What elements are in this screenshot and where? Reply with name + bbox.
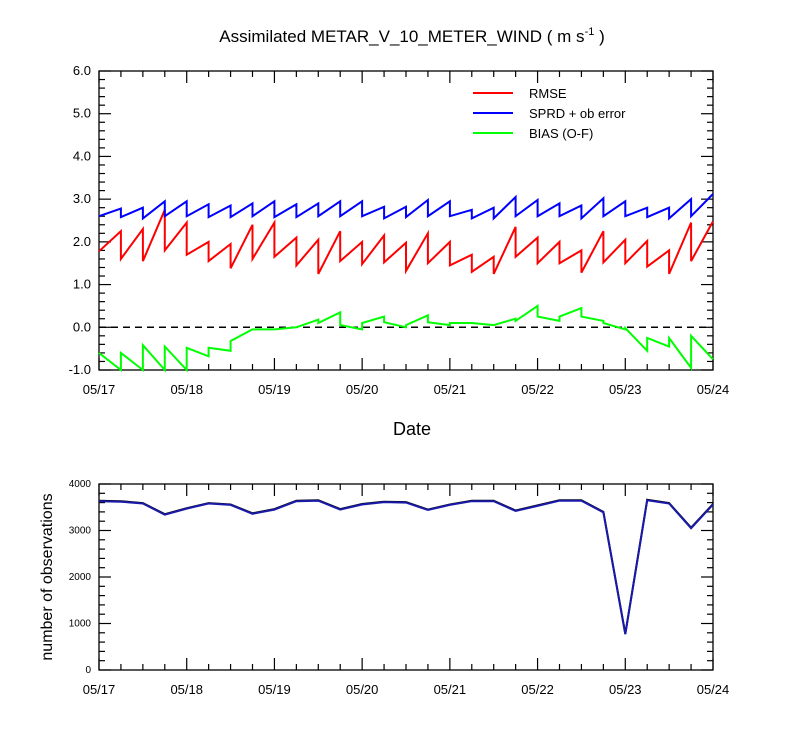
y-tick-label: 1000 [69, 619, 92, 630]
chart-title: Assimilated METAR_V_10_METER_WIND ( m s-… [219, 26, 604, 46]
x-tick-label: 05/21 [434, 382, 467, 397]
legend-label: RMSE [529, 86, 567, 101]
x-tick-label: 05/19 [258, 682, 291, 697]
x-tick-label: 05/23 [609, 682, 642, 697]
y-tick-label: 3000 [69, 526, 92, 537]
legend-label: SPRD + ob error [529, 106, 626, 121]
x-tick-label: 05/19 [258, 382, 291, 397]
series-line-assimilated [98, 499, 714, 635]
y-tick-label: 1.0 [73, 277, 91, 292]
y-tick-label: 2000 [69, 572, 92, 583]
y-tick-label: 4000 [69, 479, 92, 490]
x-tick-label: 05/17 [83, 382, 116, 397]
top-chart-panel: 05/17 05/18 05/19 05/20 05/21 05/22 05/23 05/24… [69, 63, 730, 397]
bottom-chart-panel: 05/17 05/18 05/19 05/20 05/21 05/22 05/23 05/24… [69, 479, 730, 697]
x-tick-label: 05/23 [609, 382, 642, 397]
y-tick-label: -1.0 [69, 362, 91, 377]
y-tick-label: 3.0 [73, 191, 91, 206]
y-tick-label: 0 [85, 665, 91, 676]
y-tick-label: 2.0 [73, 234, 91, 249]
x-tick-label: 05/18 [170, 382, 203, 397]
series-line-bias-o-f [98, 304, 714, 373]
y-tick-label: 4.0 [73, 148, 91, 163]
x-tick-label: 05/24 [697, 382, 730, 397]
y-tick-label: 6.0 [73, 63, 91, 78]
legend-label: BIAS (O-F) [529, 126, 593, 141]
x-tick-label: 05/24 [697, 682, 730, 697]
y-tick-label: 5.0 [73, 106, 91, 121]
x-axis-label: Date [393, 419, 431, 439]
x-tick-label: 05/17 [83, 682, 116, 697]
x-tick-label: 05/22 [521, 382, 554, 397]
plot-frame [98, 483, 714, 671]
series-line-sprd-ob-error [98, 193, 714, 221]
x-tick-label: 05/20 [346, 382, 379, 397]
x-tick-label: 05/18 [170, 682, 203, 697]
y-axis-label-observations: number of observations [39, 493, 56, 660]
series-line-rmse [98, 209, 714, 275]
x-tick-label: 05/22 [521, 682, 554, 697]
y-tick-label: 0.0 [73, 319, 91, 334]
x-tick-label: 05/20 [346, 682, 379, 697]
x-tick-label: 05/21 [434, 682, 467, 697]
